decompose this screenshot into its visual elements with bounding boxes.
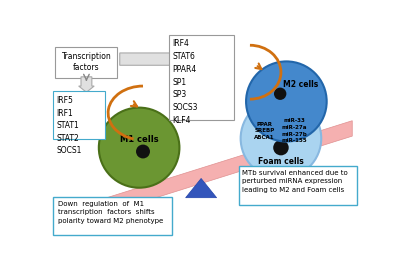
Circle shape — [273, 140, 289, 155]
Polygon shape — [79, 77, 94, 92]
Text: miR-33
miR-27a
miR-27b
miR-155: miR-33 miR-27a miR-27b miR-155 — [281, 118, 307, 143]
FancyBboxPatch shape — [53, 197, 172, 236]
Polygon shape — [186, 178, 217, 198]
Text: MTb survival enhanced due to
perturbed miRNA expression
leading to M2 and Foam c: MTb survival enhanced due to perturbed m… — [242, 170, 348, 193]
FancyBboxPatch shape — [56, 47, 118, 78]
Circle shape — [99, 108, 180, 188]
Text: Transcription
factors: Transcription factors — [62, 52, 111, 72]
Text: Down  regulation  of  M1
transcription  factors  shifts
polarity toward M2 pheno: Down regulation of M1 transcription fact… — [58, 201, 163, 224]
Polygon shape — [58, 121, 352, 229]
Text: M1 cells: M1 cells — [120, 135, 158, 144]
Text: PPAR
SREBP
ABCA1: PPAR SREBP ABCA1 — [254, 122, 275, 140]
Text: Foam cells: Foam cells — [258, 157, 304, 166]
Circle shape — [274, 88, 286, 100]
FancyBboxPatch shape — [53, 91, 105, 139]
FancyBboxPatch shape — [239, 166, 357, 205]
Text: M2 cells: M2 cells — [283, 80, 318, 89]
Text: IRF4
STAT6
PPAR4
SP1
SP3
SOCS3
KLF4: IRF4 STAT6 PPAR4 SP1 SP3 SOCS3 KLF4 — [172, 39, 198, 125]
Circle shape — [246, 61, 327, 142]
FancyBboxPatch shape — [169, 35, 234, 120]
Polygon shape — [120, 50, 213, 68]
Text: IRF5
IRF1
STAT1
STAT2
SOCS1: IRF5 IRF1 STAT1 STAT2 SOCS1 — [56, 96, 82, 155]
Circle shape — [241, 98, 321, 178]
Circle shape — [136, 144, 150, 158]
